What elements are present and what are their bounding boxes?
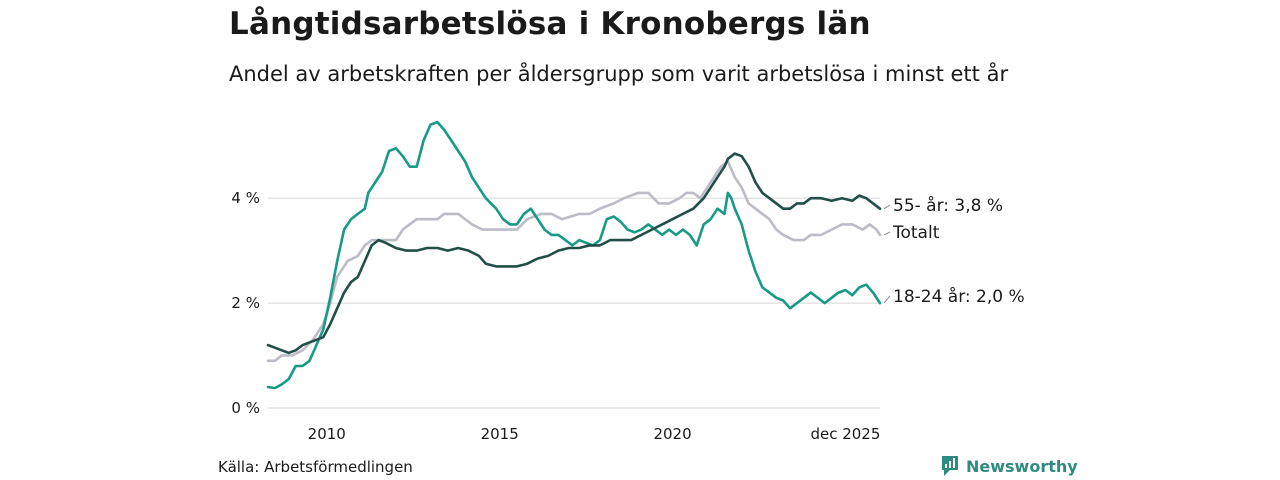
end-label-total: Totalt	[892, 223, 940, 243]
newsworthy-logo-icon	[942, 456, 958, 476]
series-lines	[266, 120, 882, 390]
chart-subtitle: Andel av arbetskraften per åldersgrupp s…	[229, 62, 1009, 86]
gridlines	[268, 197, 880, 409]
series-line-55-plus	[266, 152, 882, 355]
brand-name: Newsworthy	[966, 456, 1078, 476]
leader-line-55-plus	[883, 204, 891, 210]
y-tick-label: 4 %	[231, 189, 260, 207]
end-label-18-24: 18-24 år: 2,0 %	[893, 286, 1025, 307]
x-tick-label: 2010	[308, 425, 346, 443]
chart-title: Långtidsarbetslösa i Kronobergs län	[229, 6, 871, 42]
series-line-total	[266, 160, 882, 363]
y-axis-ticks: 0 % 2 % 4 %	[231, 189, 260, 417]
leader-line-18-24	[883, 295, 891, 304]
series-line-18-24	[266, 120, 882, 390]
x-tick-label: dec 2025	[810, 425, 880, 443]
source-note: Källa: Arbetsförmedlingen	[218, 458, 413, 476]
leader-line-total	[883, 231, 891, 236]
y-tick-label: 2 %	[231, 294, 260, 312]
x-axis-ticks: 2010 2015 2020 dec 2025	[308, 425, 881, 443]
series-end-labels: Totalt 18-24 år: 2,0 % 55- år: 3,8 %	[883, 195, 1025, 307]
x-tick-label: 2015	[481, 425, 519, 443]
brand: Newsworthy	[940, 455, 1078, 477]
x-tick-label: 2020	[653, 425, 691, 443]
end-label-55-plus: 55- år: 3,8 %	[893, 195, 1003, 216]
y-tick-label: 0 %	[231, 399, 260, 417]
